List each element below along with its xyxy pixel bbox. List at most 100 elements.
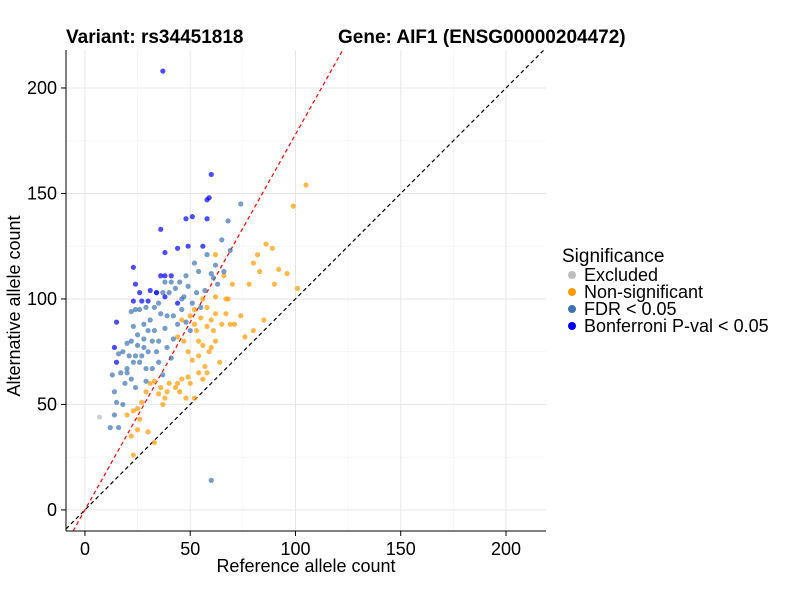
point-fdr-0-05 [151, 327, 158, 334]
point-non-significant [130, 452, 136, 458]
point-fdr-0-05 [170, 336, 176, 342]
point-non-significant [191, 321, 198, 327]
point-fdr-0-05 [193, 290, 200, 296]
legend-label-bonferroni: Bonferroni P-val < 0.05 [584, 316, 769, 336]
point-fdr-0-05 [130, 323, 136, 329]
point-bonferroni-p-val-0-05 [208, 171, 214, 178]
point-fdr-0-05 [120, 349, 126, 355]
point-non-significant [250, 327, 256, 334]
grid [66, 50, 546, 531]
point-non-significant [204, 323, 210, 329]
point-non-significant [134, 406, 141, 412]
point-non-significant [174, 334, 181, 340]
point-bonferroni-p-val-0-05 [162, 249, 168, 256]
point-fdr-0-05 [126, 353, 132, 359]
point-fdr-0-05 [238, 201, 244, 207]
point-fdr-0-05 [151, 304, 158, 310]
point-fdr-0-05 [202, 287, 208, 294]
legend-swatch-excluded [568, 271, 576, 279]
axis-ticks: 0 50 100 150 200 0 50 100 150 200 [27, 78, 521, 559]
point-non-significant [130, 408, 136, 414]
point-fdr-0-05 [124, 365, 130, 372]
point-bonferroni-p-val-0-05 [174, 300, 181, 306]
point-non-significant [137, 416, 143, 422]
point-non-significant [227, 321, 233, 327]
point-non-significant [200, 376, 206, 382]
point-fdr-0-05 [111, 389, 118, 395]
point-bonferroni-p-val-0-05 [189, 214, 195, 220]
point-fdr-0-05 [120, 401, 126, 408]
point-fdr-0-05 [198, 304, 204, 310]
point-fdr-0-05 [122, 380, 128, 386]
point-fdr-0-05 [130, 359, 136, 365]
point-non-significant [151, 378, 158, 384]
point-fdr-0-05 [139, 353, 145, 359]
point-fdr-0-05 [118, 370, 124, 376]
point-fdr-0-05 [116, 351, 122, 357]
point-fdr-0-05 [132, 306, 139, 313]
point-bonferroni-p-val-0-05 [132, 281, 139, 287]
point-fdr-0-05 [179, 306, 185, 313]
y-tick-label: 0 [47, 500, 57, 520]
point-bonferroni-p-val-0-05 [200, 243, 206, 249]
reference-lines [65, 49, 545, 532]
point-fdr-0-05 [162, 279, 168, 285]
point-fdr-0-05 [137, 359, 143, 365]
point-bonferroni-p-val-0-05 [139, 298, 145, 304]
point-non-significant [134, 427, 141, 433]
point-non-significant [208, 317, 214, 323]
point-non-significant [294, 285, 301, 291]
point-non-significant [202, 363, 208, 370]
x-tick-label: 0 [80, 539, 90, 559]
point-non-significant [151, 439, 158, 445]
point-non-significant [284, 271, 290, 277]
point-non-significant [303, 182, 309, 188]
title-gene: Gene: AIF1 (ENSG00000204472) [338, 27, 626, 48]
point-non-significant [212, 252, 219, 258]
point-bonferroni-p-val-0-05 [160, 68, 166, 74]
point-fdr-0-05 [168, 279, 174, 285]
point-non-significant [212, 338, 219, 344]
point-bonferroni-p-val-0-05 [111, 344, 118, 351]
point-fdr-0-05 [134, 332, 141, 338]
point-non-significant [221, 273, 227, 279]
point-non-significant [177, 389, 183, 395]
point-fdr-0-05 [170, 313, 176, 319]
point-non-significant [179, 376, 185, 382]
point-fdr-0-05 [172, 285, 179, 291]
point-fdr-0-05 [124, 370, 130, 376]
point-bonferroni-p-val-0-05 [168, 273, 174, 279]
point-non-significant [191, 306, 198, 313]
point-fdr-0-05 [134, 342, 141, 348]
x-tick-label: 150 [386, 539, 416, 559]
legend-title: Significance [562, 246, 664, 267]
point-fdr-0-05 [219, 237, 225, 243]
y-axis-label: Alternative allele count [4, 215, 24, 396]
point-bonferroni-p-val-0-05 [137, 290, 143, 296]
point-excluded [97, 414, 103, 420]
point-non-significant [187, 380, 193, 386]
point-non-significant [217, 359, 223, 365]
point-fdr-0-05 [111, 412, 118, 418]
point-fdr-0-05 [179, 296, 185, 302]
point-non-significant [191, 395, 198, 401]
legend: Significance Excluded Non-significant FD… [562, 246, 769, 336]
point-fdr-0-05 [132, 384, 139, 391]
point-non-significant [124, 412, 130, 418]
point-non-significant [206, 349, 212, 355]
point-non-significant [212, 294, 219, 300]
point-non-significant [204, 304, 210, 310]
point-non-significant [223, 311, 229, 317]
point-non-significant [238, 313, 244, 319]
point-bonferroni-p-val-0-05 [130, 264, 136, 270]
point-fdr-0-05 [156, 359, 162, 365]
point-non-significant [257, 268, 263, 275]
point-fdr-0-05 [160, 290, 166, 296]
point-fdr-0-05 [189, 300, 195, 306]
point-non-significant [181, 338, 187, 344]
point-non-significant [187, 313, 193, 319]
legend-label-fdr: FDR < 0.05 [584, 299, 677, 319]
data-points [97, 68, 309, 483]
point-non-significant [147, 380, 153, 386]
